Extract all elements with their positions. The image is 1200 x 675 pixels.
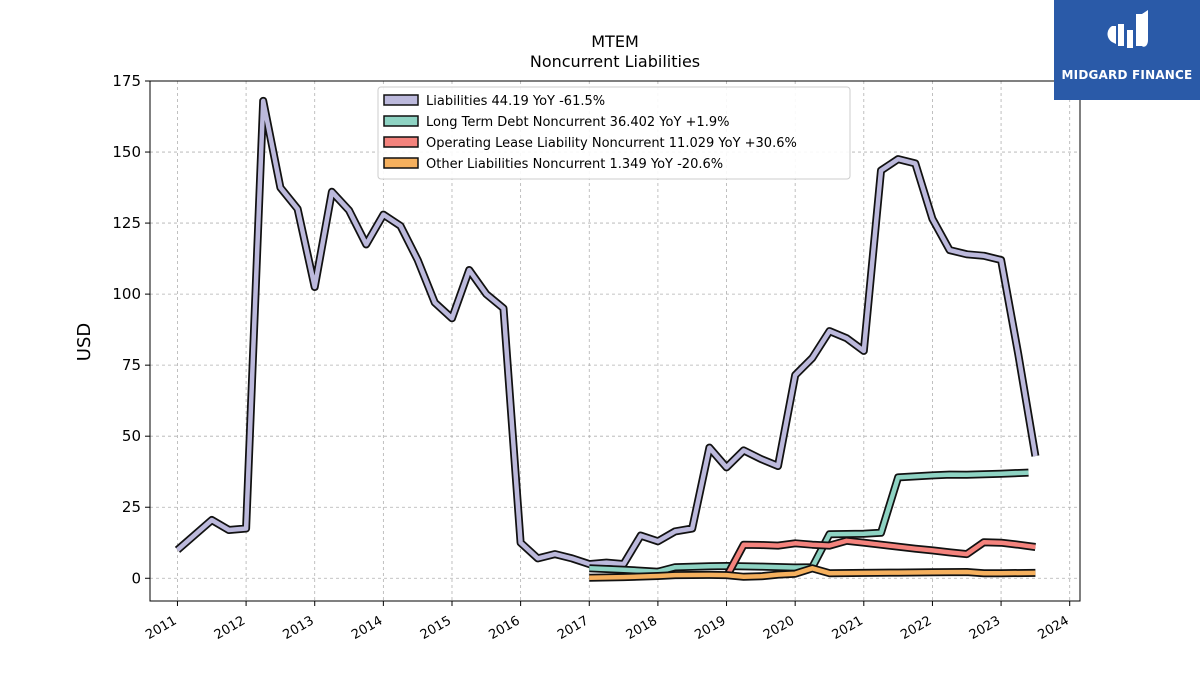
x-tick-label: 2011 — [143, 613, 179, 643]
series-lines — [174, 96, 1040, 582]
plot-area-frame — [149, 80, 1081, 602]
y-tick-label: 25 — [122, 498, 141, 516]
x-tick-label: 2017 — [555, 613, 591, 643]
x-tick-label: 2022 — [898, 613, 934, 643]
y-tick-label: 125 — [112, 214, 141, 232]
legend-label: Liabilities 44.19 YoY -61.5% — [426, 94, 605, 109]
series-line-1 — [176, 98, 1038, 567]
chart-title: MTEM — [591, 32, 639, 51]
legend-swatch — [383, 136, 419, 148]
chart-subtitle: Noncurrent Liabilities — [530, 52, 700, 71]
legend-swatch — [383, 94, 419, 106]
y-axis-label: USD — [74, 323, 95, 361]
y-tick-label: 0 — [131, 569, 141, 587]
series-line-2 — [589, 470, 1029, 574]
y-tick-label: 150 — [112, 143, 141, 161]
x-tick-label: 2024 — [1036, 613, 1072, 643]
legend-label: Operating Lease Liability Noncurrent 11.… — [426, 136, 797, 151]
midgard-logo-icon — [1107, 10, 1148, 48]
x-tick-label: 2012 — [212, 613, 248, 643]
x-tick-label: 2021 — [830, 613, 866, 643]
x-tick-label: 2015 — [418, 613, 454, 643]
series-line-3 — [724, 538, 1036, 578]
legend-box — [377, 86, 851, 180]
x-tick-label: 2019 — [692, 613, 728, 643]
x-tick-label: 2013 — [281, 613, 317, 643]
y-tick-label: 50 — [122, 427, 141, 445]
y-tick-label: 75 — [122, 356, 141, 374]
chart-legend: Liabilities 44.19 YoY -61.5% Long Term De… — [377, 86, 851, 180]
logo-text: MIDGARD FINANCE — [1061, 68, 1193, 82]
legend-swatch — [383, 157, 419, 169]
legend-label: Other Liabilities Noncurrent 1.349 YoY -… — [426, 157, 723, 172]
x-tick-label: 2020 — [761, 613, 797, 643]
legend-swatch — [383, 115, 419, 127]
x-tick-label: 2014 — [349, 613, 385, 643]
y-tick-label: 100 — [112, 285, 141, 303]
series-line-4 — [589, 566, 1036, 580]
legend-label: Long Term Debt Noncurrent 36.402 YoY +1.… — [426, 115, 729, 130]
x-tick-label: 2016 — [486, 613, 522, 643]
y-tick-label: 175 — [112, 72, 141, 90]
brand-logo: MIDGARD FINANCE — [1054, 0, 1200, 100]
x-tick-label: 2023 — [967, 613, 1003, 643]
x-tick-label: 2018 — [624, 613, 660, 643]
